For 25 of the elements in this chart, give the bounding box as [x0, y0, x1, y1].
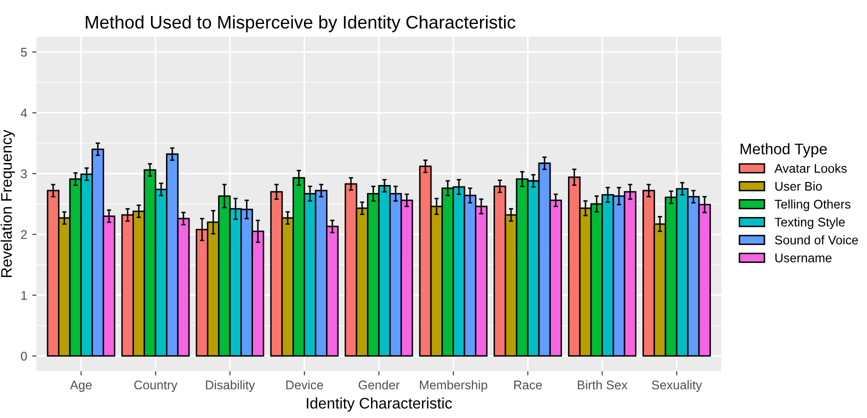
y-tick-label: 3 — [20, 169, 27, 178]
x-tick-label: Race — [514, 380, 542, 390]
x-tick-label: Gender — [358, 380, 400, 390]
y-axis-title: Revelation Frequency — [0, 130, 15, 278]
legend-label: Sound of Voice — [775, 235, 858, 244]
y-tick-label: 4 — [20, 108, 28, 118]
x-tick-label: Device — [286, 380, 323, 390]
x-tick-label: Birth Sex — [578, 380, 628, 390]
legend-label: Telling Others — [774, 199, 850, 212]
legend-label: Avatar Looks — [774, 164, 847, 173]
legend-label: User Bio — [775, 182, 822, 191]
x-tick-label: Membership — [420, 380, 488, 392]
y-tick-label: 1 — [21, 291, 27, 300]
x-tick-label: Age — [70, 380, 92, 392]
y-tick-label: 5 — [20, 48, 27, 57]
x-tick-label: Sexuality — [652, 380, 702, 392]
x-axis-title: Identity Characteristic — [306, 397, 452, 412]
x-tick-label: Country — [134, 380, 178, 392]
legend-title: Method Type — [740, 143, 827, 158]
x-tick-label: Disability — [206, 380, 255, 392]
chart-title: Method Used to Misperceive by Identity Characteristic — [86, 15, 516, 32]
y-tick-label: 0 — [20, 352, 27, 361]
legend-label: Username — [775, 254, 832, 262]
y-tick-label: 2 — [21, 230, 27, 239]
legend-label: Texting Style — [774, 217, 845, 230]
